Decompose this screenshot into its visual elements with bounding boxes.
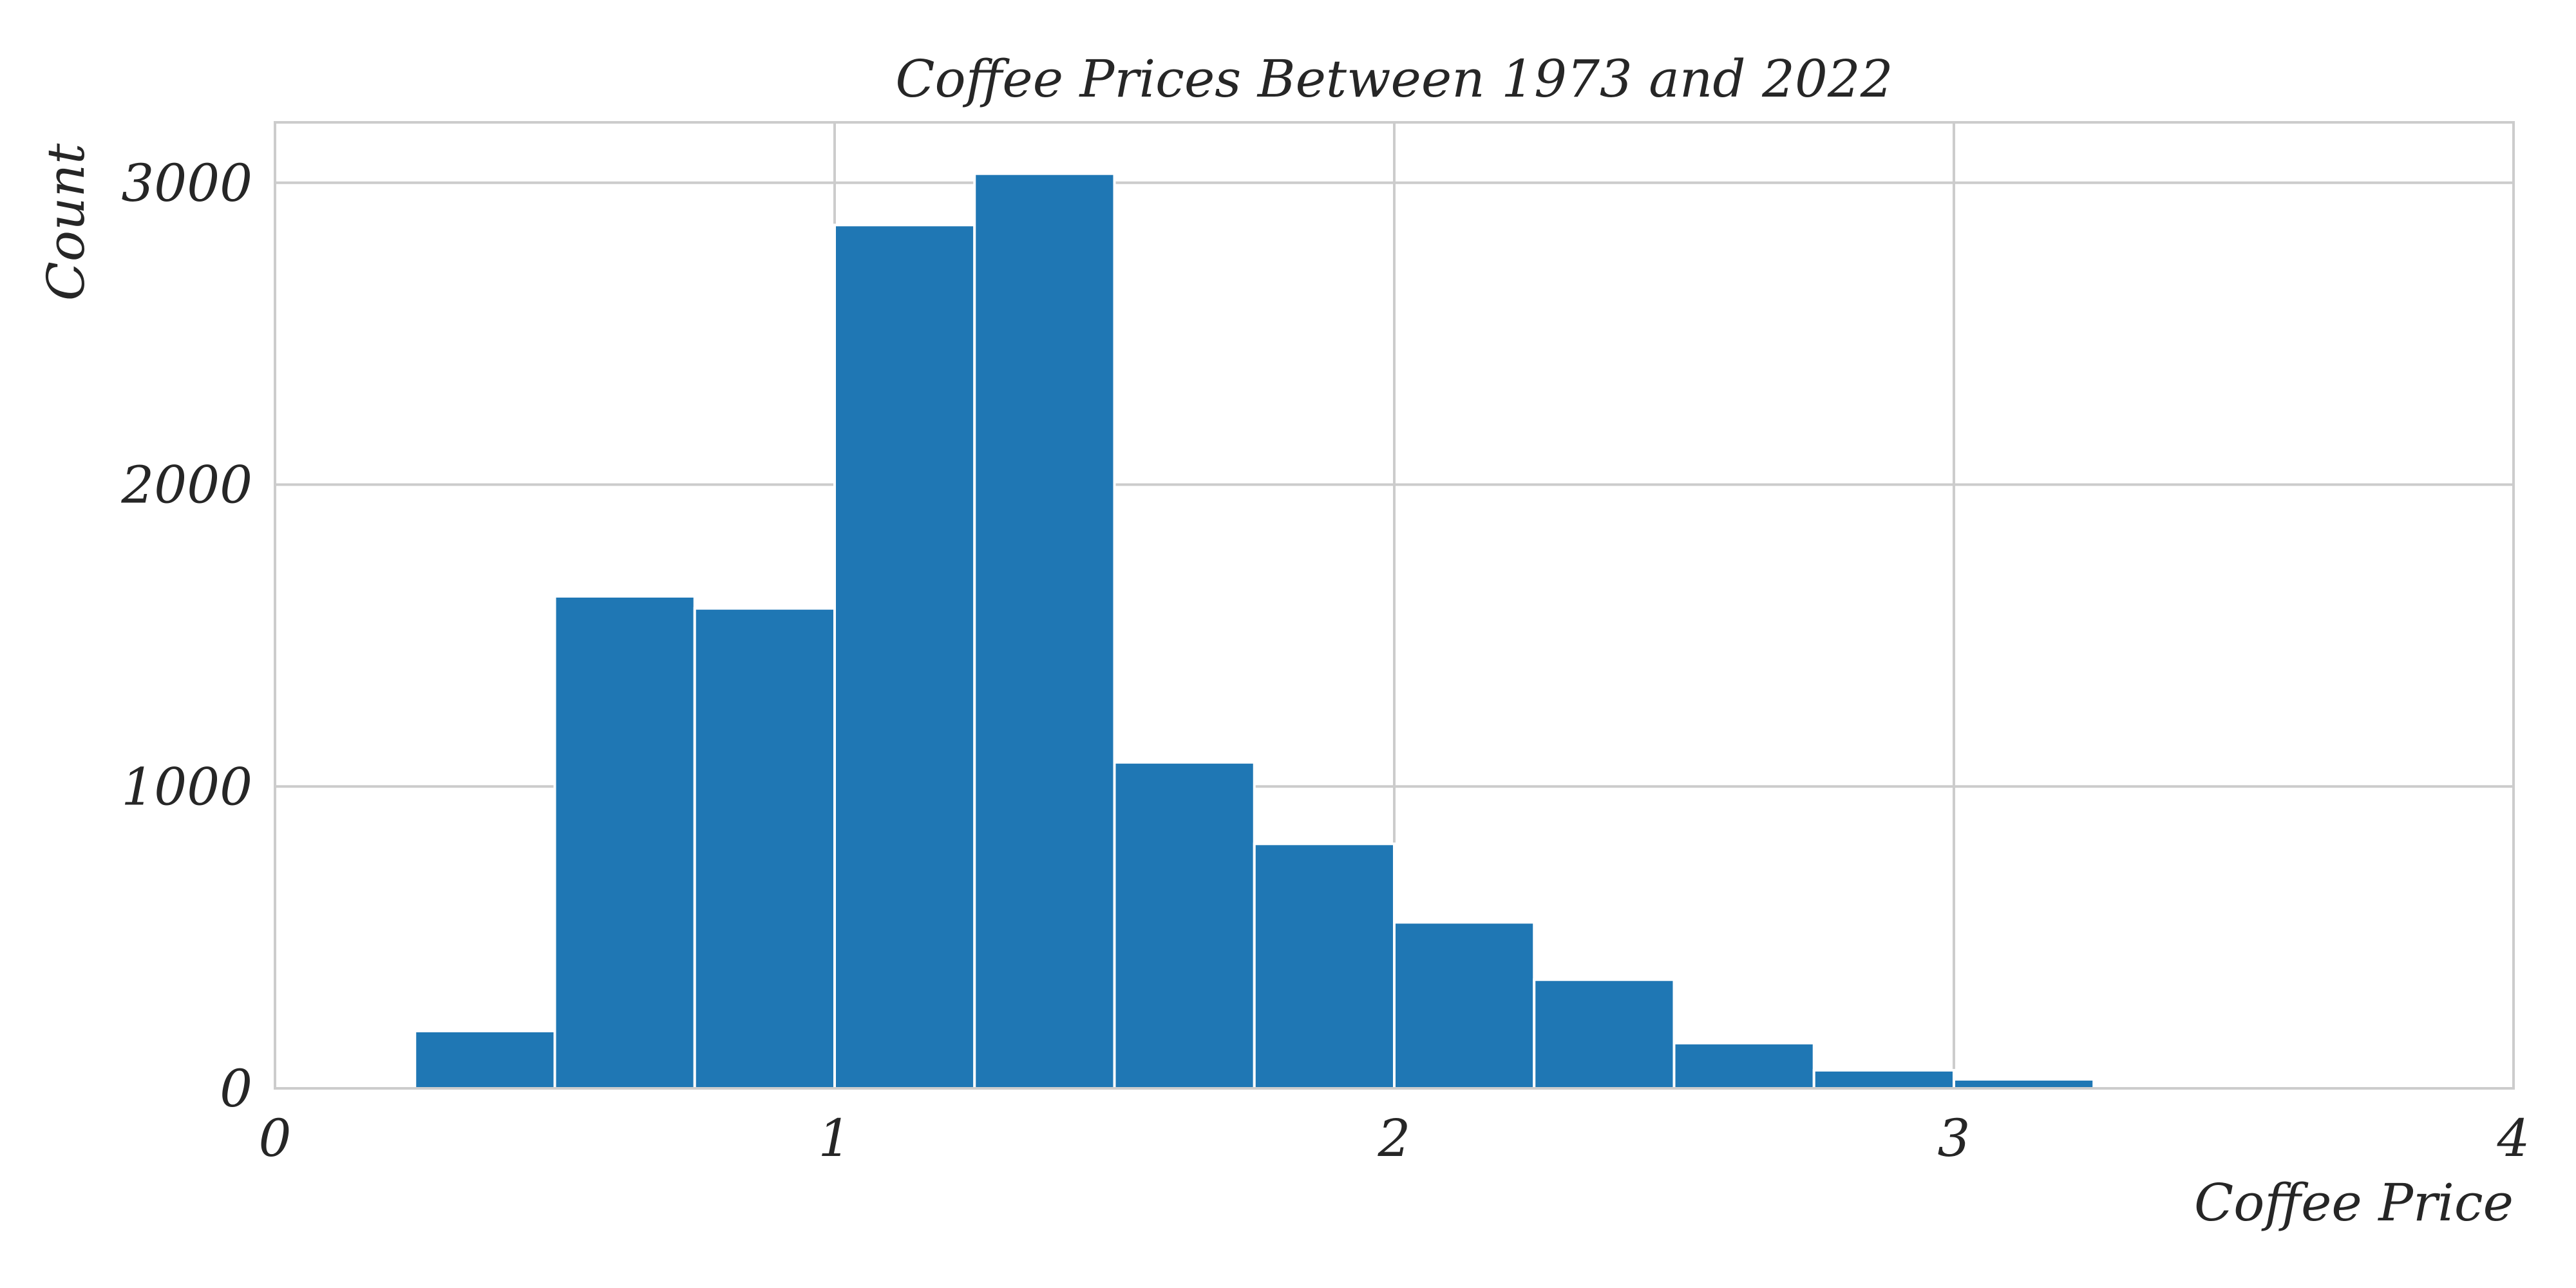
y-tick-label: 3000 [121, 153, 252, 213]
x-tick-label: 4 [2497, 1108, 2530, 1168]
bars [413, 172, 2096, 1090]
histogram-bar [1672, 1041, 1815, 1090]
y-tick-label: 1000 [121, 757, 252, 817]
histogram-bar [973, 172, 1116, 1090]
histogram-bar [1953, 1077, 2096, 1090]
histogram-bar [833, 223, 976, 1090]
histogram-bar [1393, 921, 1536, 1090]
histogram-bar [1113, 761, 1256, 1090]
histogram-bar [1253, 842, 1396, 1090]
x-tick-label: 0 [259, 1108, 292, 1168]
chart-title: Coffee Prices Between 1973 and 2022 [895, 49, 1893, 109]
histogram-bar [693, 607, 836, 1090]
x-tick-label: 2 [1378, 1108, 1411, 1168]
histogram-bar [1533, 978, 1676, 1090]
x-tick-label: 1 [819, 1108, 851, 1168]
histogram-bar [1812, 1068, 1955, 1090]
x-tick-label: 3 [1938, 1108, 1971, 1168]
y-axis-label: Count [36, 143, 96, 301]
y-tick-label: 2000 [120, 455, 252, 515]
x-axis-label: Coffee Price [2194, 1173, 2514, 1233]
y-tick-label: 0 [220, 1059, 252, 1119]
tick-labels: 0 1 2 3 4 0 1000 2000 3000 [120, 153, 2530, 1168]
plot-frame [274, 121, 2515, 1090]
histogram-bar [553, 594, 696, 1090]
histogram-bar [413, 1029, 556, 1090]
